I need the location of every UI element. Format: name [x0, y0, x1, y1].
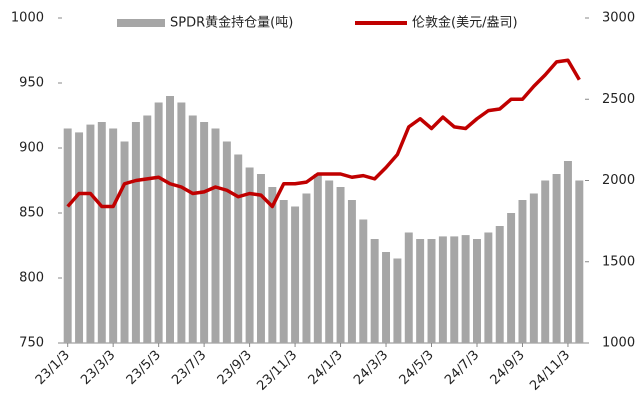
- bar: [200, 122, 209, 343]
- bar: [529, 193, 538, 343]
- bar: [416, 239, 425, 343]
- y-tick-label: 950: [19, 76, 44, 91]
- bar: [154, 102, 163, 343]
- x-tick-label: 24/1/3: [306, 348, 346, 388]
- y-tick-label: 1000: [11, 11, 44, 26]
- y-tick-label: 750: [19, 336, 44, 351]
- y2-tick-label: 1000: [602, 336, 635, 351]
- bar: [427, 239, 436, 343]
- x-tick-label: 24/3/3: [351, 348, 391, 388]
- x-tick-label: 23/3/3: [78, 348, 118, 388]
- x-tick-label: 23/7/3: [169, 348, 209, 388]
- bar: [177, 102, 186, 343]
- bar: [347, 200, 356, 343]
- bar: [325, 180, 334, 343]
- bar: [518, 200, 527, 343]
- bar: [473, 239, 481, 343]
- y2-tick-label: 2000: [602, 173, 635, 188]
- bar: [313, 174, 322, 343]
- bar: [188, 115, 197, 343]
- x-tick-label: 23/11/3: [254, 348, 300, 394]
- bar: [166, 96, 174, 343]
- bar: [222, 141, 231, 343]
- bar: [256, 174, 265, 343]
- bar: [143, 115, 152, 343]
- bar: [234, 154, 243, 343]
- x-tick-label: 24/7/3: [442, 348, 482, 388]
- x-tick-label: 23/9/3: [215, 348, 255, 388]
- legend-swatch: [117, 19, 165, 27]
- x-tick-label: 24/9/3: [488, 348, 528, 388]
- x-tick-label: 24/11/3: [527, 348, 573, 394]
- bar: [461, 235, 470, 343]
- bar: [211, 128, 220, 343]
- x-tick-label: 24/5/3: [397, 348, 437, 388]
- legend-label: SPDR黄金持仓量(吨): [170, 15, 293, 31]
- bar: [450, 236, 459, 343]
- bar: [382, 252, 391, 343]
- bar: [268, 187, 277, 343]
- bar: [404, 232, 413, 343]
- x-tick-label: 23/1/3: [33, 348, 73, 388]
- bar: [131, 122, 140, 343]
- bar: [63, 128, 72, 343]
- bar: [575, 180, 584, 343]
- bar: [291, 206, 300, 343]
- bar: [541, 180, 550, 343]
- bar: [507, 213, 516, 343]
- bar: [552, 174, 561, 343]
- y-tick-label: 900: [19, 141, 44, 156]
- legend-label: 伦敦金(美元/盎司): [412, 15, 518, 31]
- bar: [563, 161, 572, 343]
- y-tick-label: 800: [19, 271, 44, 286]
- bar: [393, 258, 402, 343]
- y2-tick-label: 3000: [602, 11, 635, 26]
- bar: [438, 236, 447, 343]
- x-tick-label: 23/5/3: [124, 348, 164, 388]
- bar: [279, 200, 288, 343]
- bar: [109, 128, 118, 343]
- line: [66, 58, 581, 209]
- y2-tick-label: 1500: [602, 254, 635, 269]
- y2-tick-label: 2500: [602, 92, 635, 107]
- bar: [495, 226, 504, 343]
- y-tick-label: 850: [19, 206, 44, 221]
- bar: [336, 187, 345, 343]
- bar: [97, 122, 106, 343]
- bar: [75, 132, 84, 343]
- bar: [245, 167, 254, 343]
- bar: [86, 124, 95, 343]
- bar: [359, 219, 368, 343]
- bar: [370, 239, 379, 343]
- bar: [302, 193, 311, 343]
- bar: [484, 232, 493, 343]
- bar: [120, 141, 129, 343]
